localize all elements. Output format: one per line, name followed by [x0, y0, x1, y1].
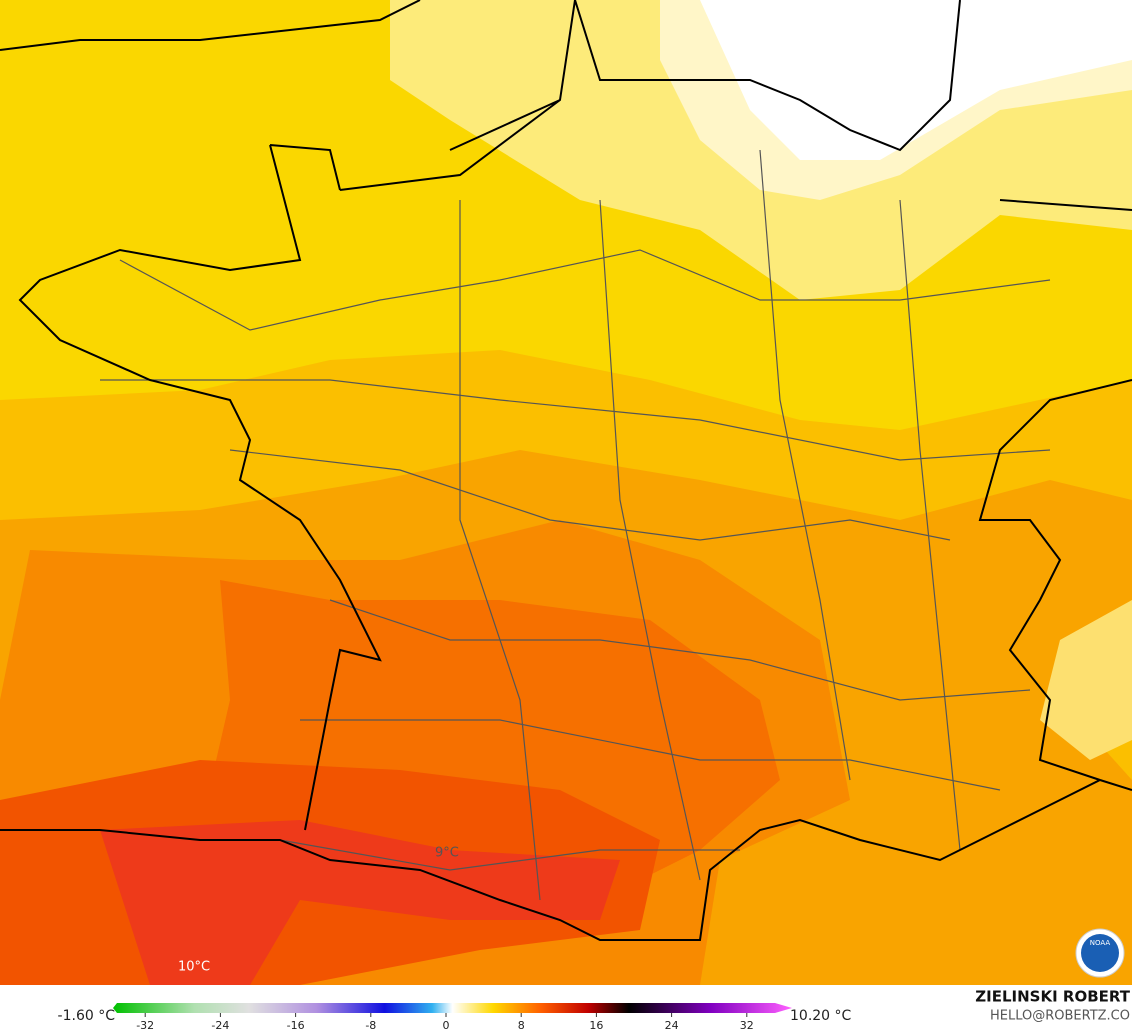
colorbar-tick-label: 0: [443, 1019, 450, 1032]
colorbar-tick-label: -24: [211, 1019, 229, 1032]
colorbar-tick-label: 16: [589, 1019, 603, 1032]
colorbar: [113, 1003, 792, 1013]
logo: NOAA: [1075, 928, 1125, 978]
logo-text: NOAA: [1090, 939, 1111, 947]
temp-zone: [700, 0, 1132, 160]
colorbar-tick-label: 24: [665, 1019, 679, 1032]
colorbar-tick-label: -16: [287, 1019, 305, 1032]
borders: [100, 149, 1051, 901]
annotation: 10°C: [178, 960, 210, 975]
temp-zone: [1040, 600, 1132, 760]
temp-zone: [100, 820, 620, 985]
colorbar-max: 10.20 °C: [790, 1008, 852, 1024]
coastline: [0, 0, 1132, 941]
colorbar-tick-label: 8: [518, 1019, 525, 1032]
credit-author: ZIELINSKI ROBERT: [975, 988, 1130, 1006]
colorbar-tick-label: -32: [136, 1019, 154, 1032]
colorbar-tick-label: 32: [740, 1019, 754, 1032]
colorbar-tick-label: -8: [365, 1019, 376, 1032]
colorbar-min: -1.60 °C: [58, 1008, 116, 1024]
credit-email: HELLO@ROBERTZ.CO: [990, 1009, 1130, 1024]
logo-disc: [1081, 934, 1119, 972]
map: 9°C 10°C NOAA: [0, 0, 1132, 985]
annotation: 9°C: [435, 846, 459, 861]
